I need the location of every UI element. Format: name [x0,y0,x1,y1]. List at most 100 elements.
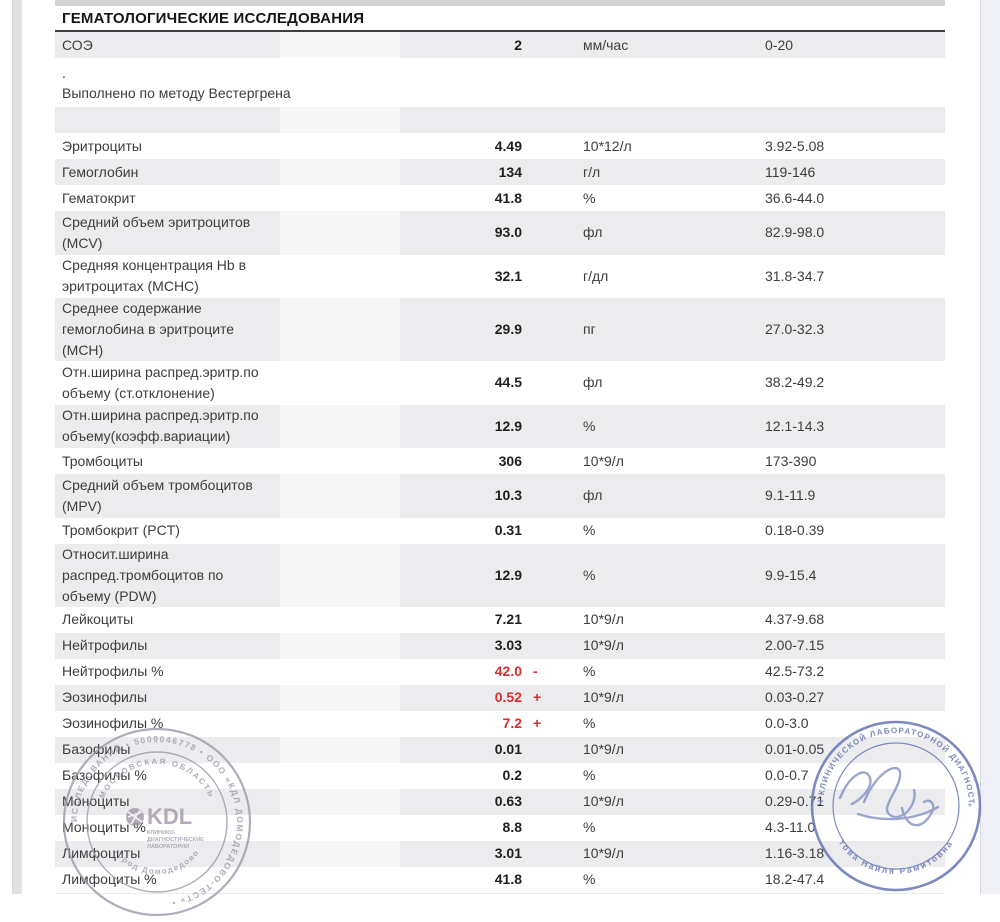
table-row: Средний объем тромбоцитов (MPV) 10.3 фл … [55,474,945,518]
test-ref-range-cell: 12.1-14.3 [765,417,825,434]
test-value-cell: 29.9 [494,321,522,337]
test-flag-cell: + [533,689,542,705]
test-value-cell: 12.9 [494,566,522,583]
test-value-cell: 0.2 [502,767,522,783]
test-name-cell: Гематокрит [62,189,136,206]
test-unit-cell: пг [583,321,596,337]
hematology-report: ГЕМАТОЛОГИЧЕСКИЕ ИССЛЕДОВАНИЯ СОЭ 2 мм/ч… [55,0,945,894]
page-edge-shadow-left [12,0,22,894]
table-row: Нейтрофилы 3.03 10*9/л 2.00-7.15 [55,632,945,659]
test-unit-cell: % [583,522,596,538]
test-value-cell: 306 [498,452,522,469]
test-unit-cell: 10*9/л [583,845,624,861]
test-unit-cell: % [583,767,596,783]
test-value-cell: 8.8 [502,819,522,835]
test-ref-range-cell: 119-146 [765,163,816,180]
test-value-cell: 0.31 [494,522,522,538]
test-ref-range-cell: 0.29-0.71 [765,793,825,809]
test-ref-range-cell: 173-390 [765,452,817,469]
test-name-cell: Эозинофилы [62,689,148,705]
test-name-cell: Относит.ширина распред.тромбоцитов по об… [62,545,224,604]
test-unit-cell: % [583,715,596,731]
test-ref-range-cell: 27.0-32.3 [765,321,825,337]
table-row: Тромбоциты 306 10*9/л 173-390 [55,448,945,474]
lab-report-page: { "header": { "section_title": "ГЕМАТОЛО… [12,0,1000,917]
test-name-cell: Гемоглобин [62,163,139,180]
table-row: Среднее содержание гемоглобина в эритроц… [55,298,945,361]
test-value-cell: 4.49 [494,137,522,154]
test-name-cell: Средняя концентрация Hb в эритроцитах (M… [62,257,247,295]
test-value-cell: 42.0 [494,663,522,679]
test-ref-range-cell: 42.5-73.2 [765,663,825,679]
table-row: Лимфоциты % 41.8 % 18.2-47.4 [55,867,945,893]
test-unit-cell: % [583,663,596,679]
test-name-cell: Нейтрофилы [62,637,148,653]
test-value-cell: 0.52 [494,689,522,705]
test-name-cell: Нейтрофилы % [62,663,164,679]
table-row: Лимфоциты 3.01 10*9/л 1.16-3.18 [55,840,945,867]
test-unit-cell: % [583,871,596,887]
table-row: Лейкоциты 7.21 10*9/л 4.37-9.68 [55,607,945,633]
test-value-cell: 0.01 [494,741,522,757]
table-row: Нейтрофилы % 42.0 - % 42.5-73.2 [55,659,945,685]
test-unit-cell: фл [583,224,603,241]
test-ref-range-cell: 9.1-11.9 [765,487,816,504]
test-ref-range-cell: 9.9-15.4 [765,566,817,583]
table-row: Отн.ширина распред.эритр.по объему(коэфф… [55,404,945,448]
test-ref-range-cell: 31.8-34.7 [765,267,825,284]
test-value-cell: 134 [498,163,522,180]
test-value-cell: 93.0 [494,224,522,241]
test-ref-range-cell: 36.6-44.0 [765,189,825,206]
test-value-cell: 3.01 [494,845,522,861]
doctor-stamp-star: * [968,802,972,813]
test-name-cell: Среднее содержание гемоглобина в эритроц… [62,300,235,358]
test-value-cell: 41.8 [494,871,522,887]
table-row: Эозинофилы % 7.2 + % 0.0-3.0 [55,711,945,737]
test-ref-range-cell: 1.16-3.18 [765,845,825,861]
test-flag-cell: - [533,663,538,679]
test-name-cell: Средний объем эритроцитов (MCV) [62,213,251,251]
test-unit-cell: фл [583,487,603,504]
test-flag-cell: + [533,715,542,731]
test-ref-range-cell: 0-20 [765,36,794,53]
test-ref-range-cell: 0.03-0.27 [765,689,825,705]
table-row: Базофилы 0.01 10*9/л 0.01-0.05 [55,736,945,763]
test-name-cell: Средний объем тромбоцитов (MPV) [62,476,253,514]
test-ref-range-cell: 0.18-0.39 [765,522,825,538]
table-top-bar [55,0,945,6]
test-value-cell: 0.63 [494,793,522,809]
test-ref-range-cell: 38.2-49.2 [765,374,825,391]
table-row: Тромбокрит (PCT) 0.31 % 0.18-0.39 [55,518,945,544]
test-value-cell: 12.9 [494,417,522,434]
results-table-body: СОЭ 2 мм/час 0-20 . Выполнено по методу … [55,32,945,893]
test-name-cell: Лимфоциты [62,845,141,861]
test-value-cell: 32.1 [494,267,522,284]
page-edge-right [980,0,1000,894]
table-row: Эритроциты 4.49 10*12/л 3.92-5.08 [55,133,945,159]
test-name-cell: Моноциты % [62,819,146,835]
test-ref-range-cell: 18.2-47.4 [765,871,825,887]
test-unit-cell: 10*9/л [583,611,624,627]
test-unit-cell: мм/час [583,36,629,53]
test-unit-cell: % [583,417,596,434]
table-row: Средняя концентрация Hb в эритроцитах (M… [55,255,945,299]
section-title: ГЕМАТОЛОГИЧЕСКИЕ ИССЛЕДОВАНИЯ [62,9,365,27]
test-unit-cell: % [583,189,596,206]
section-header: ГЕМАТОЛОГИЧЕСКИЕ ИССЛЕДОВАНИЯ [55,6,945,32]
test-name-cell: Тромбокрит (PCT) [62,522,180,538]
method-note: . Выполнено по методу Вестергрена [62,64,291,101]
test-unit-cell: 10*9/л [583,689,624,705]
test-value-cell: 7.2 [502,715,522,731]
table-row: Моноциты 0.63 10*9/л 0.29-0.71 [55,788,945,815]
test-ref-range-cell: 0.0-3.0 [765,715,809,731]
test-value-cell: 10.3 [494,487,522,504]
table-row: Гематокрит 41.8 % 36.6-44.0 [55,185,945,211]
test-ref-range-cell: 0.01-0.05 [765,741,825,757]
test-ref-range-cell: 4.3-11.0 [765,819,816,835]
test-ref-range-cell: 2.00-7.15 [765,637,825,653]
test-name-cell: Моноциты [62,793,130,809]
test-unit-cell: 10*9/л [583,452,624,469]
table-row: Средний объем эритроцитов (MCV) 93.0 фл … [55,211,945,255]
test-ref-range-cell: 3.92-5.08 [765,137,825,154]
test-name-cell: Базофилы [62,741,131,757]
